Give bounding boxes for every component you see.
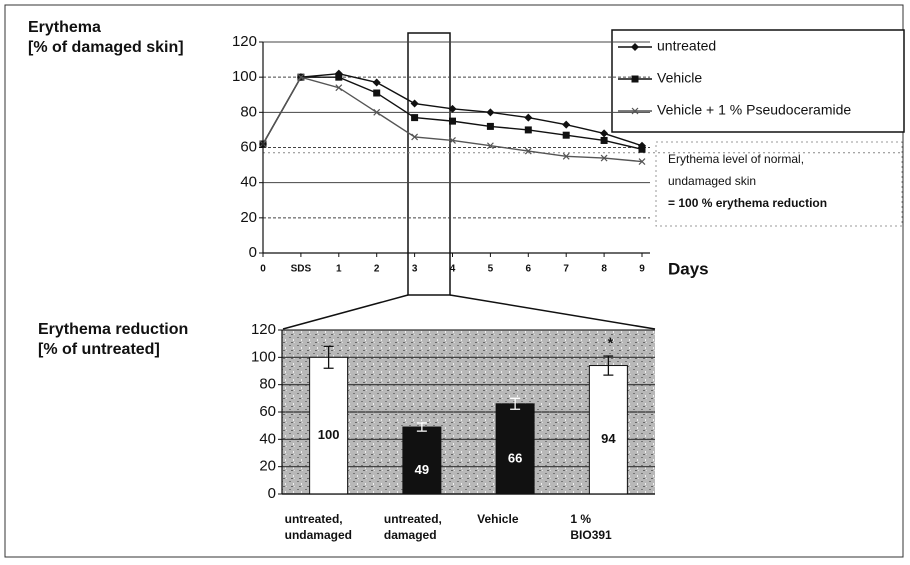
legend-label: Vehicle [657,70,702,86]
marker [410,99,419,108]
y-tick-label: 120 [251,321,276,338]
y-tick-label: 60 [259,403,276,420]
x-tick-label: 1 % [570,512,591,526]
marker [600,136,608,144]
marker [411,133,419,141]
bar [495,403,535,495]
bar [588,365,628,495]
marker [562,120,571,129]
y-tick-label: 100 [251,348,276,365]
marker [631,75,639,83]
marker [524,147,532,155]
y-axis-label: [% of damaged skin] [28,39,184,56]
y-tick-label: 20 [259,458,276,475]
legend-label: untreated [657,38,716,54]
marker [449,137,456,144]
bar [309,356,349,495]
error-bar [323,345,334,369]
y-tick-label: 80 [259,376,276,393]
marker [373,108,381,116]
value-label: 100 [318,427,340,442]
bar [402,426,442,495]
marker [335,73,343,81]
x-tick-label: 1 [336,264,342,275]
y-tick-label: 20 [240,209,257,226]
marker [524,113,533,122]
marker [631,107,639,115]
y-tick-label: 120 [232,33,257,50]
y-axis-label: Erythema reduction [38,321,188,338]
marker [638,145,646,153]
y-axis-label: [% of untreated] [38,341,160,358]
error-bar [603,355,614,376]
x-tick-label: 9 [639,264,645,275]
marker [486,108,495,117]
annotation: * [608,335,614,351]
error-bar [416,422,427,432]
x-tick-label: 3 [412,264,418,275]
value-label: 66 [508,450,522,465]
zoom-line [449,294,656,330]
marker [562,131,570,139]
series-line [262,76,643,150]
x-tick-label: SDS [291,264,312,275]
y-tick-label: 40 [259,430,276,447]
x-tick-label: 0 [260,264,266,275]
x-tick-label: 5 [488,264,494,275]
x-tick-label: untreated, [285,512,343,526]
marker [373,89,381,97]
x-axis-label: Days [668,259,709,278]
x-tick-label: 2 [374,264,380,275]
marker [449,117,456,125]
marker [372,78,381,87]
y-tick-label: 100 [232,68,257,85]
x-tick-label: BIO391 [570,528,612,542]
error-bar [510,397,521,410]
y-tick-label: 80 [240,103,257,120]
marker [638,158,646,165]
legend-box [611,29,905,133]
annotation: Erythema level of normal, [668,152,804,166]
x-tick-label: damaged [384,528,437,542]
x-tick-label: Vehicle [477,512,519,526]
x-tick-label: undamaged [285,528,352,542]
marker [524,126,532,134]
x-tick-label: 7 [563,264,569,275]
marker [600,129,609,138]
x-tick-label: 8 [601,264,607,275]
marker [448,104,457,113]
marker [297,73,305,81]
marker [335,84,343,92]
x-tick-label: 4 [450,264,456,275]
value-label: 94 [601,431,616,446]
x-tick-label: 6 [526,264,532,275]
annotation: = 100 % erythema reduction [668,196,827,210]
x-tick-label: untreated, [384,512,442,526]
legend-label: Vehicle + 1 % Pseudoceramide [657,102,851,118]
marker [411,114,419,122]
y-tick-label: 0 [268,485,276,502]
marker [486,142,494,150]
highlight-box [407,32,451,296]
frame [4,4,904,558]
y-axis-label: Erythema [28,19,101,36]
y-tick-label: 60 [240,138,257,155]
y-tick-label: 0 [249,244,257,261]
y-tick-label: 40 [240,174,257,191]
annotation-box [655,141,903,227]
zoom-line [282,294,409,330]
value-label: 49 [415,462,429,477]
marker [486,122,494,130]
annotation: undamaged skin [668,174,756,188]
marker [562,152,570,160]
marker [631,43,639,51]
marker [600,154,608,162]
